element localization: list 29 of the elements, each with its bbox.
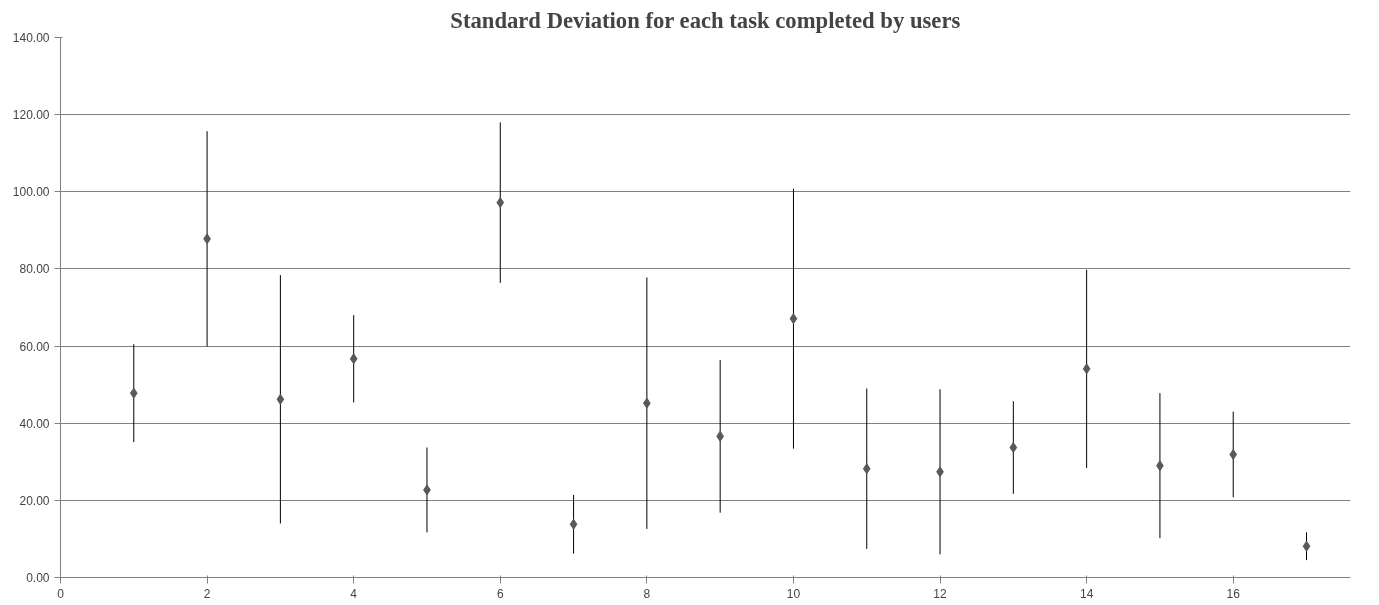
x-tick-label: 10 [786,586,801,601]
point [862,463,871,475]
y-tick-label: 60.00 [19,339,50,354]
y-tick-label: 40.00 [19,416,50,431]
point [569,518,578,530]
point [1302,540,1311,552]
y-tick-label: 0.00 [26,571,50,585]
point [349,353,358,365]
y-tick-label: 20.00 [19,493,50,508]
point [129,387,138,399]
x-tick-label: 16 [1226,586,1241,601]
y-tick-label: 120.00 [12,108,50,123]
y-tick-label: 100.00 [12,185,50,200]
point [1009,442,1018,454]
x-tick-label: 4 [350,586,358,601]
x-tick-label: 14 [1079,586,1094,601]
x-tick-label: 2 [203,586,211,601]
x-tick-label: 8 [643,586,651,601]
point [1229,448,1238,460]
chart-title: Standard Deviation for each task completed by users [450,7,961,33]
x-tick-label: 0 [57,586,65,601]
point [276,393,285,405]
point [496,197,505,209]
point [1082,363,1091,375]
y-tick-label: 140.00 [12,31,50,45]
point [789,313,798,325]
x-tick-label: 12 [933,586,948,601]
x-tick-label: 6 [496,586,504,601]
y-tick-label: 80.00 [19,262,50,277]
